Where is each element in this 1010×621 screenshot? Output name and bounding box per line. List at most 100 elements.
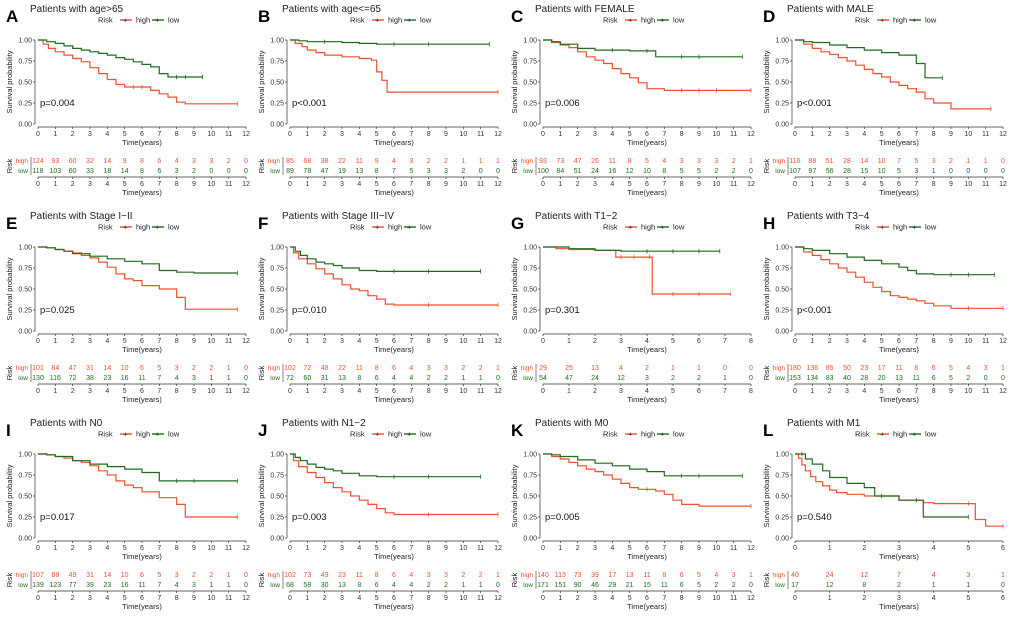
legend-title: Risk bbox=[98, 223, 113, 232]
legend-low-label: low bbox=[168, 16, 180, 25]
risk-count-low: 97 bbox=[808, 168, 816, 175]
risk-count-low: 6 bbox=[157, 168, 161, 175]
risk-count-high: 6 bbox=[932, 365, 936, 372]
risk-x-tick-label: 8 bbox=[427, 595, 431, 602]
risk-x-tick-label: 0 bbox=[541, 388, 545, 395]
x-tick-label: 0 bbox=[541, 545, 545, 552]
y-tick-label: 0.00 bbox=[18, 536, 32, 543]
legend-high-marker: + bbox=[375, 430, 380, 439]
x-tick-label: 4 bbox=[105, 338, 109, 345]
x-tick-label: 5 bbox=[375, 545, 379, 552]
risk-count-high: 93 bbox=[51, 158, 59, 165]
risk-count-high: 1 bbox=[496, 365, 500, 372]
plot-title: Patients with M0 bbox=[535, 418, 609, 429]
risk-count-high: 1 bbox=[697, 365, 701, 372]
risk-count-high: 85 bbox=[286, 158, 294, 165]
risk-x-tick-label: 2 bbox=[323, 181, 327, 188]
km-curve-low bbox=[290, 246, 481, 272]
risk-count-high: 6 bbox=[392, 572, 396, 579]
risk-count-low: 134 bbox=[806, 375, 818, 382]
risk-x-tick-label: 12 bbox=[999, 181, 1007, 188]
risk-count-high: 3 bbox=[984, 365, 988, 372]
risk-count-high: 4 bbox=[392, 158, 396, 165]
x-tick-label: 9 bbox=[697, 131, 701, 138]
legend-title: Risk bbox=[350, 16, 365, 25]
x-tick-label: 10 bbox=[964, 131, 972, 138]
risk-count-low: 2 bbox=[732, 168, 736, 175]
risk-count-high: 2 bbox=[192, 572, 196, 579]
x-tick-label: 9 bbox=[444, 338, 448, 345]
risk-x-tick-label: 12 bbox=[747, 595, 755, 602]
risk-count-low: 1 bbox=[723, 375, 727, 382]
y-tick-label: 0.00 bbox=[270, 329, 284, 336]
risk-count-high: 2 bbox=[209, 572, 213, 579]
risk-count-low: 3 bbox=[427, 168, 431, 175]
risk-count-low: 118 bbox=[32, 168, 43, 175]
x-tick-label: 8 bbox=[680, 131, 684, 138]
risk-count-low: 0 bbox=[496, 582, 500, 589]
risk-count-low: 1 bbox=[461, 582, 465, 589]
risk-x-tick-label: 2 bbox=[576, 181, 580, 188]
x-tick-label: 10 bbox=[964, 338, 972, 345]
risk-count-low: 68 bbox=[286, 582, 294, 589]
y-axis-title: Survival probability bbox=[257, 257, 266, 320]
risk-count-high: 68 bbox=[303, 158, 311, 165]
risk-count-high: 2 bbox=[461, 365, 465, 372]
y-tick-label: 1.00 bbox=[270, 245, 284, 252]
x-tick-label: 10 bbox=[459, 545, 467, 552]
risk-x-tick-label: 7 bbox=[914, 388, 918, 395]
risk-count-low: 1 bbox=[209, 375, 213, 382]
y-tick-label: 0.00 bbox=[775, 536, 789, 543]
legend-title: Risk bbox=[855, 16, 870, 25]
risk-count-high: 17 bbox=[878, 365, 886, 372]
risk-x-tick-label: 3 bbox=[88, 388, 92, 395]
risk-x-tick-label: 6 bbox=[645, 181, 649, 188]
risk-count-low: 8 bbox=[375, 168, 379, 175]
x-tick-label: 9 bbox=[192, 131, 196, 138]
risk-count-low: 6 bbox=[375, 582, 379, 589]
risk-count-low: 3 bbox=[444, 168, 448, 175]
risk-count-high: 2 bbox=[227, 158, 231, 165]
risk-count-low: 10 bbox=[878, 168, 886, 175]
x-axis-title: Time(years) bbox=[879, 138, 919, 147]
risk-count-high: 3 bbox=[697, 158, 701, 165]
risk-count-low: 11 bbox=[661, 582, 668, 589]
risk-row-label-low: low bbox=[523, 168, 533, 175]
legend-low-marker: + bbox=[660, 16, 665, 25]
legend-low-marker: + bbox=[407, 430, 412, 439]
y-tick-label: 0.75 bbox=[270, 59, 284, 66]
p-value: p<0.001 bbox=[797, 98, 832, 109]
risk-x-tick-label: 7 bbox=[723, 388, 727, 395]
x-tick-label: 10 bbox=[207, 131, 215, 138]
x-tick-label: 4 bbox=[862, 338, 866, 345]
risk-x-tick-label: 9 bbox=[949, 181, 953, 188]
x-tick-label: 0 bbox=[36, 338, 40, 345]
legend-high-marker: + bbox=[123, 16, 128, 25]
x-tick-label: 12 bbox=[242, 545, 250, 552]
y-tick-label: 0.25 bbox=[523, 515, 537, 522]
x-axis-title: Time(years) bbox=[122, 138, 162, 147]
risk-count-high: 14 bbox=[103, 158, 111, 165]
km-curve-low bbox=[38, 39, 203, 78]
risk-count-high: 6 bbox=[157, 158, 161, 165]
risk-count-high: 107 bbox=[32, 572, 44, 579]
panel-letter: I bbox=[6, 421, 11, 440]
x-tick-label: 3 bbox=[88, 338, 92, 345]
risk-x-tick-label: 7 bbox=[914, 181, 918, 188]
risk-x-tick-label: 6 bbox=[140, 181, 144, 188]
risk-count-low: 0 bbox=[749, 168, 753, 175]
x-axis-title: Time(years) bbox=[627, 345, 667, 354]
risk-x-tick-label: 12 bbox=[999, 388, 1007, 395]
y-tick-label: 1.00 bbox=[270, 452, 284, 459]
x-tick-label: 12 bbox=[999, 131, 1007, 138]
risk-x-tick-label: 4 bbox=[357, 181, 361, 188]
risk-x-tick-label: 0 bbox=[288, 595, 292, 602]
risk-count-low: 0 bbox=[749, 582, 753, 589]
y-tick-label: 0.75 bbox=[775, 266, 789, 273]
risk-x-tick-label: 6 bbox=[392, 181, 396, 188]
x-tick-label: 2 bbox=[576, 131, 580, 138]
km-curve-high bbox=[38, 453, 238, 518]
risk-count-low: 10 bbox=[643, 168, 651, 175]
risk-count-high: 1 bbox=[496, 572, 500, 579]
